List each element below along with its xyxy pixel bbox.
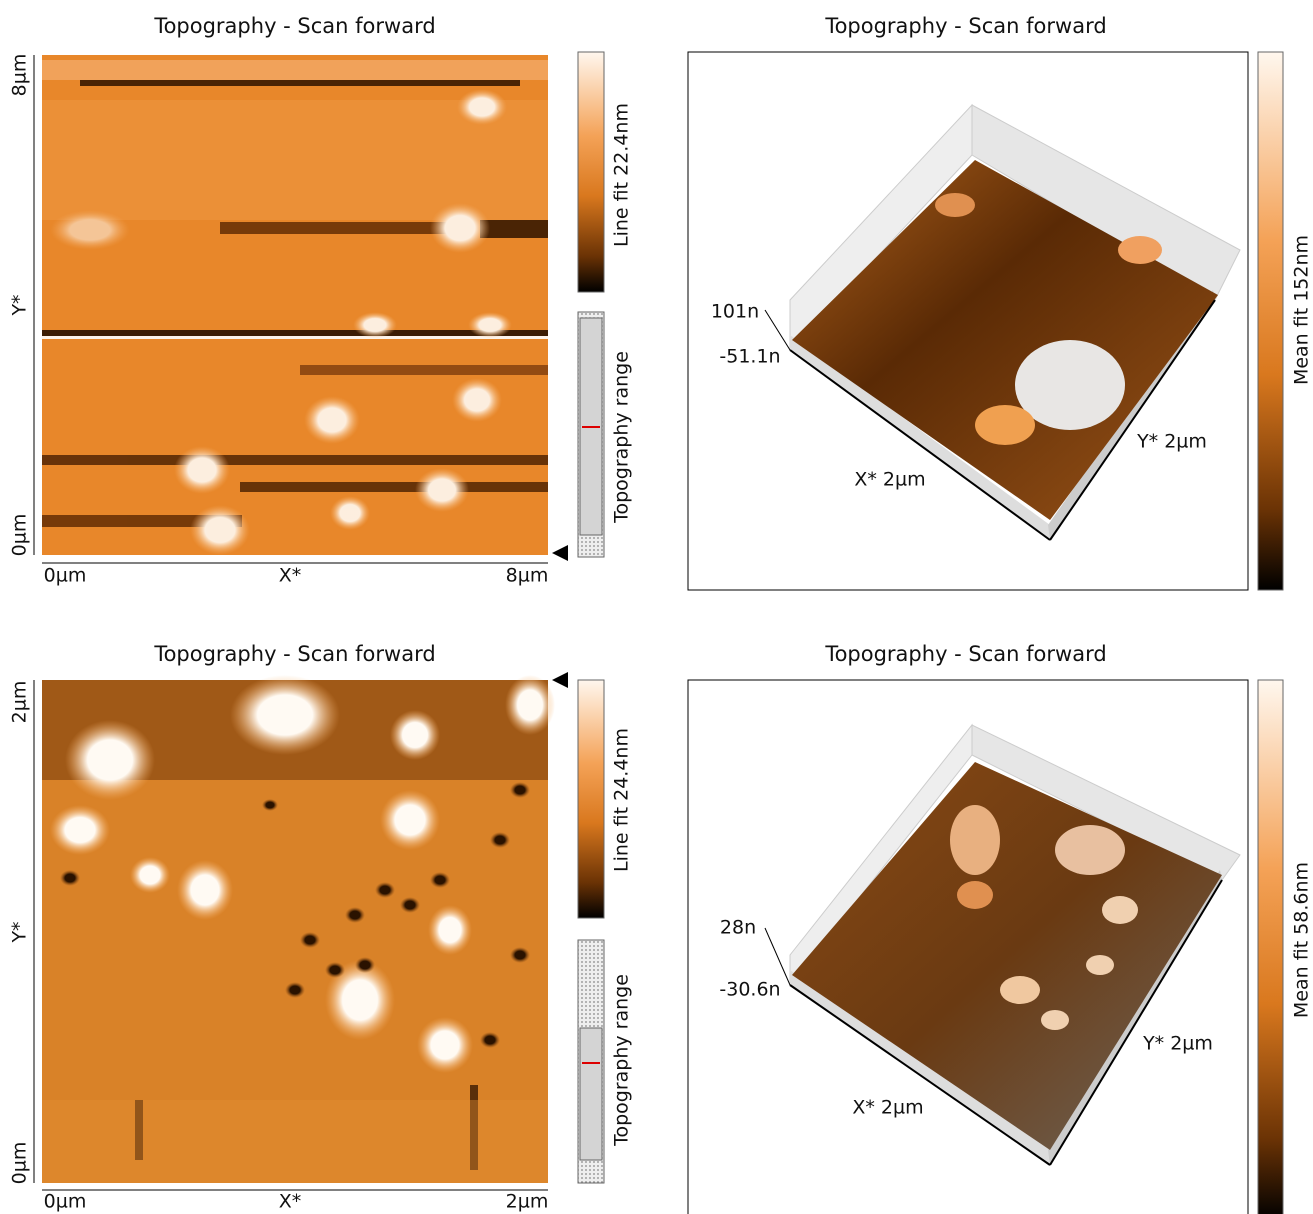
colorbar — [578, 680, 604, 918]
colorbar — [1258, 680, 1283, 1214]
feature — [1118, 236, 1162, 264]
x-label: 0µm — [44, 1191, 87, 1213]
feature — [935, 193, 975, 217]
arrow — [552, 545, 568, 561]
colorbar-label: Mean fit 58.6nm — [1291, 862, 1313, 1018]
colorbar — [1258, 52, 1283, 590]
z-label: 28n — [720, 917, 756, 939]
colorbar-label: Line fit 22.4nm — [611, 103, 633, 247]
feature — [1102, 896, 1138, 924]
feature — [1055, 825, 1125, 875]
y-label: Y* 2µm — [1136, 431, 1207, 453]
feature — [1000, 976, 1040, 1004]
x-label: 0µm — [44, 565, 87, 587]
feature — [1086, 955, 1114, 975]
y-label: 8µm — [9, 54, 31, 97]
y-label: 2µm — [9, 681, 31, 724]
x-label: 2µm — [506, 1191, 549, 1213]
z-label: -30.6n — [719, 979, 780, 1001]
z-label: 101n — [711, 301, 759, 323]
panel-2d: Topography - Scan forward 2µm Y* 0µm 0µm… — [9, 642, 633, 1213]
colorbar-label: Line fit 24.4nm — [611, 728, 633, 872]
panel-3d: Topography - Scan forward 28n -30.6n X* … — [688, 642, 1313, 1214]
y-label: Y* 2µm — [1142, 1033, 1213, 1055]
range-window — [580, 1028, 602, 1160]
panel-title: Topography - Scan forward — [153, 14, 435, 38]
x-label: X* — [279, 565, 302, 587]
y-label: 0µm — [9, 1142, 31, 1185]
x-label: X* 2µm — [854, 469, 925, 491]
feature — [950, 805, 1000, 875]
figure: Topography - Scan forward 8µm Y* 0µm 0µm… — [0, 0, 1313, 1214]
feature — [957, 881, 993, 909]
feature — [1041, 1010, 1069, 1030]
colorbar-label: Mean fit 152nm — [1291, 235, 1313, 385]
y-label: 0µm — [9, 514, 31, 557]
arrow — [552, 672, 568, 688]
y-label: Y* — [9, 294, 31, 316]
panel-title: Topography - Scan forward — [824, 14, 1106, 38]
colorbar — [578, 52, 604, 292]
panel-2d: Topography - Scan forward 8µm Y* 0µm 0µm… — [9, 14, 633, 587]
z-label: -51.1n — [719, 346, 780, 368]
y-label: Y* — [9, 921, 31, 943]
range-label: Topography range — [611, 974, 633, 1147]
x-label: X* 2µm — [852, 1097, 923, 1119]
panel-title: Topography - Scan forward — [153, 642, 435, 666]
range-label: Topography range — [611, 351, 633, 524]
feature — [975, 405, 1035, 445]
panel-3d: Topography - Scan forward 101n -51.1n X*… — [688, 14, 1313, 590]
x-label: X* — [279, 1191, 302, 1213]
panel-title: Topography - Scan forward — [824, 642, 1106, 666]
x-label: 8µm — [506, 565, 549, 587]
